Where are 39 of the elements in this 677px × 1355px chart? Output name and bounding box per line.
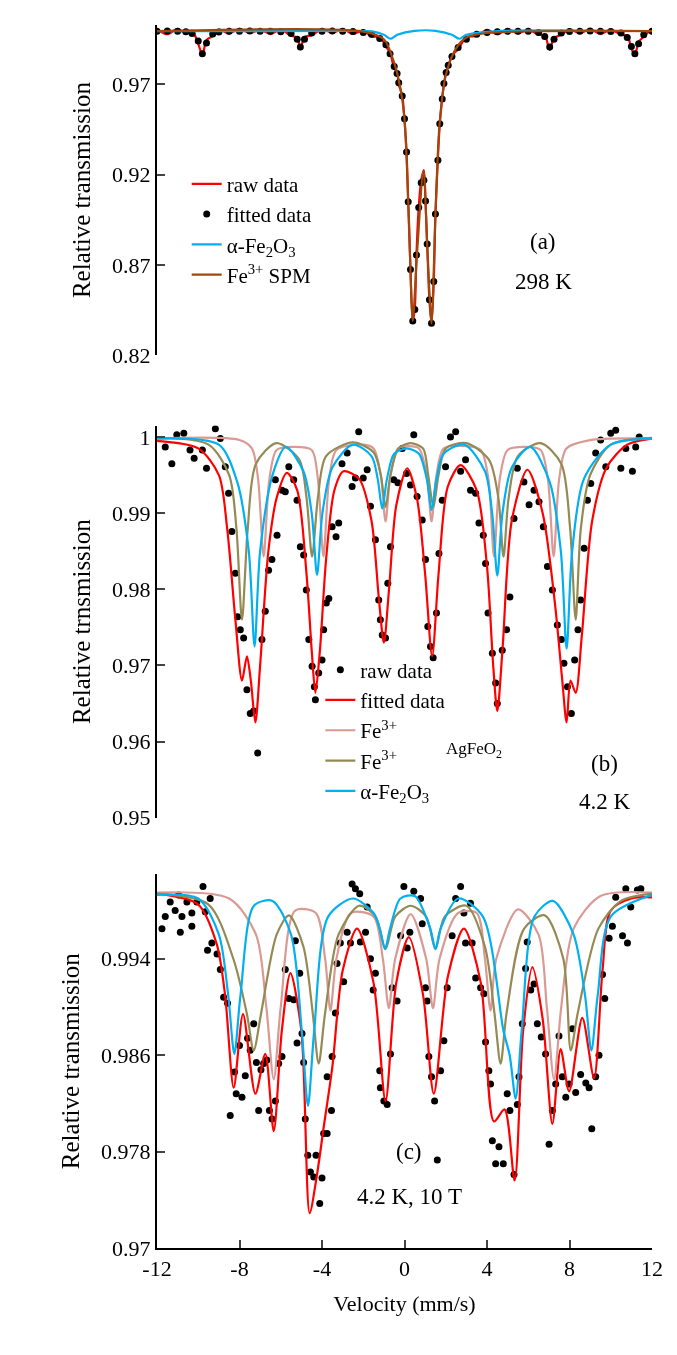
x-tick-label: -8 [230, 1256, 249, 1282]
annotation: 298 K [515, 269, 573, 294]
y-tick-label: 0.96 [112, 729, 151, 755]
y-tick-label: 1 [139, 424, 151, 450]
legend-label: fitted data [360, 689, 446, 714]
annotation: (a) [530, 229, 556, 254]
y-tick-label: 0.95 [112, 805, 151, 831]
y-axis-title: Relative transmission [68, 81, 96, 299]
legend-label: α-Fe$_{2}$O$_{3}$ [360, 780, 430, 807]
y-tick-label: 0.986 [101, 1042, 151, 1068]
y-tick-label: 0.994 [101, 946, 151, 972]
annotation: AgFeO$_{2}$ [446, 739, 503, 761]
y-tick-label: 0.87 [112, 252, 151, 278]
annotation: (c) [396, 1139, 422, 1164]
legend-label: Fe$^{3+}$ SPM [226, 261, 311, 288]
legend-label: Fe$^{3+}$ [360, 746, 397, 774]
x-tick-label: 0 [399, 1256, 410, 1282]
annotation: (b) [591, 751, 618, 776]
annotation: 4.2 K [579, 789, 631, 814]
legend-label: raw data [360, 658, 433, 683]
y-axis-title: Relative transmission [57, 952, 85, 1170]
x-tick-label: 8 [564, 1256, 575, 1282]
legend-label: fitted data [226, 203, 312, 228]
legend-label: α-Fe$_{2}$O$_{3}$ [226, 233, 296, 260]
y-tick-label: 0.99 [112, 500, 151, 526]
x-axis-title: Velocity (mm/s) [333, 1290, 476, 1316]
y-axis-title: Relative trnsmission [68, 518, 96, 725]
annotation: 4.2 K, 10 T [357, 1184, 462, 1209]
y-tick-label: 0.98 [112, 576, 151, 602]
legend-label: Fe$^{3+}$ [360, 716, 397, 744]
legend-label: raw data [226, 172, 300, 197]
y-tick-label: 0.97 [112, 653, 151, 679]
x-tick-label: 4 [481, 1256, 493, 1282]
y-tick-label: 0.92 [112, 162, 151, 188]
y-tick-label: 0.978 [101, 1139, 151, 1165]
y-tick-label: 0.97 [112, 72, 151, 98]
y-tick-label: 0.82 [112, 343, 151, 368]
x-tick-label: 12 [641, 1256, 663, 1282]
x-tick-label: -4 [312, 1256, 332, 1282]
